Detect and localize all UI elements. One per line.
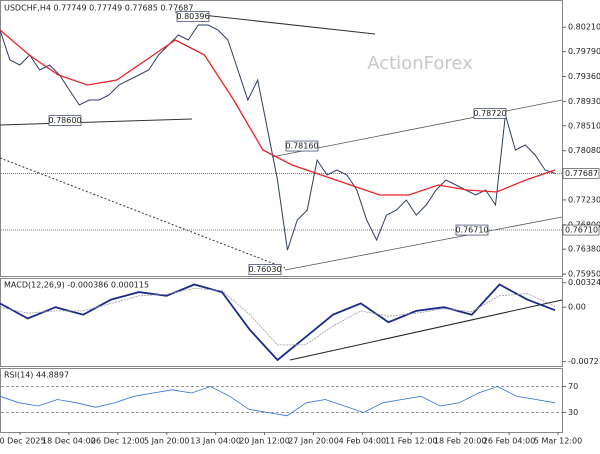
x-tick-label: 10 Dec 2025 — [0, 437, 46, 446]
macd-panel — [0, 278, 563, 367]
y-tick-label: 0.77230 — [568, 195, 600, 204]
trend-line — [0, 118, 193, 126]
watermark: ActionForex — [367, 53, 473, 74]
x-tick-label: 5 Mar 12:00 — [534, 437, 582, 446]
channel-line — [284, 216, 563, 271]
rsi-panel — [0, 368, 563, 433]
series-line — [0, 283, 556, 362]
series-line — [0, 287, 556, 346]
y-tick-label: 0.00324 — [568, 278, 600, 287]
level-label: 0.76710 — [565, 226, 598, 235]
x-tick-label: 27 Jan 20:00 — [288, 437, 339, 446]
y-tick-label: 0.76380 — [568, 245, 600, 254]
trend-line — [0, 157, 286, 269]
y-tick-label: 0.75950 — [568, 270, 600, 279]
y-tick-label: -0.007214 — [568, 357, 600, 366]
macd-trend-line — [289, 299, 563, 361]
annotation-box — [248, 264, 282, 275]
x-tick-label: 26 Dec 12:00 — [91, 437, 145, 446]
rsi-title: RSI(14) 44.8897 — [4, 371, 69, 380]
y-tick-label: 0.78930 — [568, 97, 600, 106]
annotation-label: 0.80396 — [176, 12, 209, 21]
channel-line — [271, 99, 563, 158]
level-label: 0.77687 — [565, 169, 598, 178]
level-label-bg — [562, 168, 600, 179]
annotation-box — [48, 115, 82, 126]
y-tick-label: 0.79360 — [568, 72, 600, 81]
macd-title: MACD(12,26,9) -0.000386 0.000115 — [4, 281, 149, 290]
chart-title: USDCHF,H4 0.77749 0.77749 0.77685 0.7768… — [4, 4, 193, 13]
annotation-box — [285, 140, 319, 152]
series-line — [0, 29, 556, 196]
price-panel — [0, 0, 563, 277]
y-tick-label: 0.79790 — [568, 47, 600, 56]
x-tick-label: 13 Jan 04:00 — [190, 437, 241, 446]
annotation-box — [455, 224, 489, 236]
series-line — [0, 386, 556, 417]
x-tick-label: 5 Jan 20:00 — [144, 437, 190, 446]
x-tick-label: 18 Dec 04:00 — [42, 437, 96, 446]
annotation-label: 0.78600 — [48, 116, 81, 125]
series-line — [0, 24, 556, 251]
annotation-box — [473, 108, 507, 119]
y-tick-label: 30 — [568, 408, 578, 417]
x-tick-label: 26 Feb 04:00 — [483, 437, 535, 446]
annotation-label: 0.76710 — [455, 226, 488, 235]
annotation-label: 0.78720 — [473, 109, 506, 118]
level-label-bg — [562, 224, 600, 236]
x-tick-label: 20 Jan 12:00 — [239, 437, 290, 446]
y-tick-label: 0.00 — [568, 303, 586, 312]
annotation-box — [176, 11, 210, 22]
annotation-label: 0.78160 — [285, 142, 318, 151]
y-tick-label: 0.78510 — [568, 121, 600, 130]
y-tick-label: 70 — [568, 382, 578, 391]
title-bg — [1, 2, 169, 13]
y-tick-label: 0.80210 — [568, 23, 600, 32]
x-tick-label: 4 Feb 04:00 — [339, 437, 386, 446]
x-tick-label: 18 Feb 20:00 — [434, 437, 486, 446]
y-tick-label: 0.78080 — [568, 146, 600, 155]
annotation-label: 0.76030 — [248, 265, 281, 274]
x-tick-label: 11 Feb 12:00 — [385, 437, 437, 446]
